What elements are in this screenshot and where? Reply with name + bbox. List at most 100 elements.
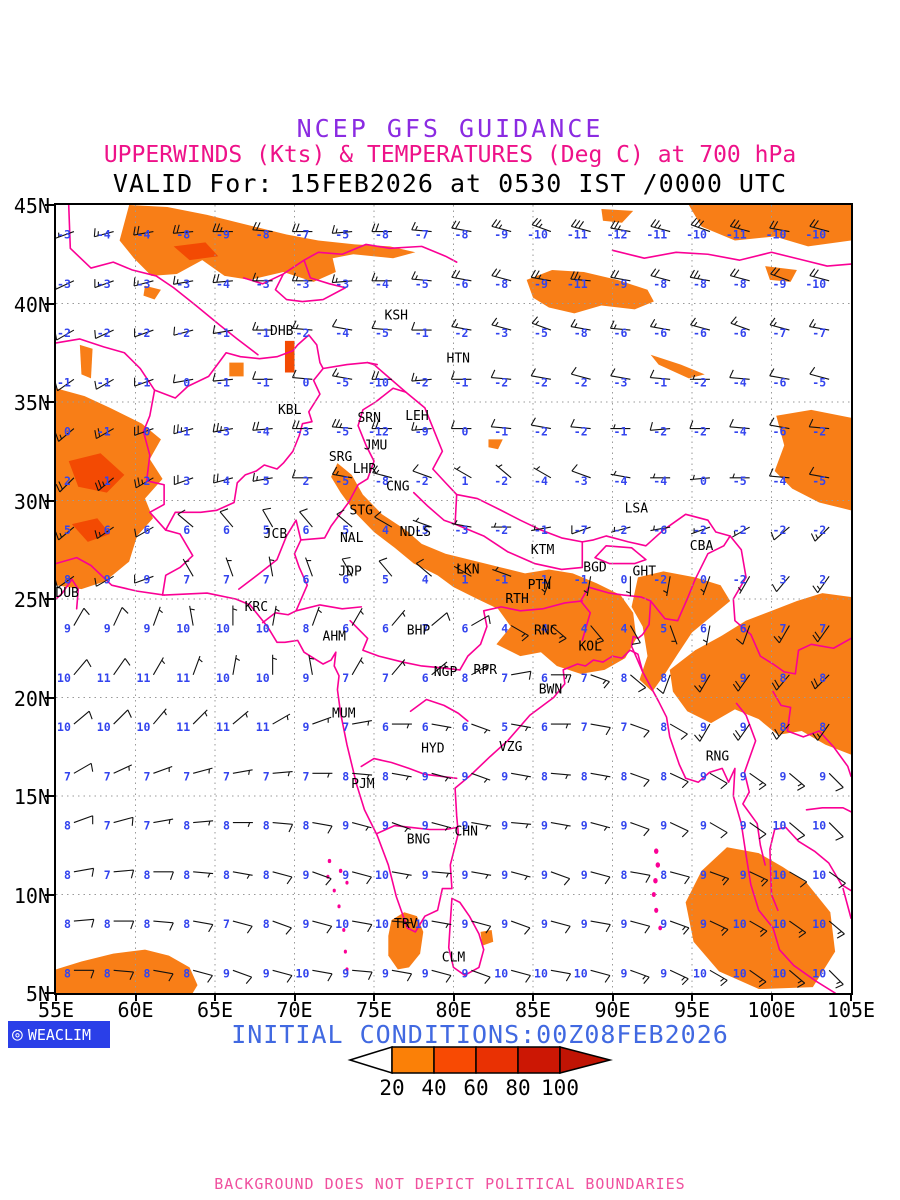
wind-barb xyxy=(808,318,830,331)
wind-barb xyxy=(94,477,115,492)
city-label-KRC: KRC xyxy=(245,600,268,615)
temperature-value: -2 xyxy=(415,474,429,488)
city-label-PTN: PTN xyxy=(528,578,551,593)
temperature-value: -4 xyxy=(137,228,151,242)
temperature-value: 9 xyxy=(342,819,349,833)
temperature-value: 10 xyxy=(296,966,310,980)
lat-tick-label: 40N xyxy=(13,292,50,317)
wind-shading-region xyxy=(774,409,851,511)
temperature-value: 4 xyxy=(223,474,230,488)
temperature-value: -2 xyxy=(693,523,707,537)
lon-tick-label: 90E xyxy=(594,998,631,1022)
lat-tick-label: 35N xyxy=(13,391,50,415)
temperature-value: -11 xyxy=(726,228,747,242)
andaman-islands xyxy=(651,848,663,931)
lon-tick-label: 65E xyxy=(196,998,234,1022)
wind-barb xyxy=(56,378,75,392)
wind-barb xyxy=(371,320,392,331)
wind-barb xyxy=(152,657,166,676)
temperature-value: -4 xyxy=(773,474,787,488)
temperature-value: 11 xyxy=(137,671,151,685)
city-label-NDLS: NDLS xyxy=(400,525,431,540)
wind-barb xyxy=(828,772,844,792)
lon-tick-label: 80E xyxy=(435,998,472,1022)
temperature-value: 7 xyxy=(104,868,111,882)
lon-tick-mark xyxy=(373,993,375,1001)
city-label-NAL: NAL xyxy=(340,531,364,546)
temperature-value: 8 xyxy=(263,917,270,931)
temperature-value: 9 xyxy=(461,868,468,882)
wind-barb xyxy=(272,822,294,833)
lat-tick-mark xyxy=(45,499,54,502)
wind-barb xyxy=(232,655,240,675)
temperature-value: 3 xyxy=(779,572,786,586)
wind-barb xyxy=(312,871,332,886)
temperature-value: 8 xyxy=(223,868,230,882)
wind-barb xyxy=(709,969,728,987)
temperature-value: 8 xyxy=(620,671,627,685)
wind-barb xyxy=(709,871,730,886)
wind-barb xyxy=(471,822,492,830)
city-label-GHT: GHT xyxy=(633,564,657,579)
temperature-value: 9 xyxy=(700,671,707,685)
wind-barb xyxy=(590,822,611,831)
temperature-value: -1 xyxy=(494,425,508,439)
temperature-value: -5 xyxy=(335,375,349,389)
wind-barb xyxy=(352,720,372,726)
wind-barb xyxy=(471,615,491,627)
wind-shading-region xyxy=(601,208,634,223)
temperature-value: 6 xyxy=(541,671,548,685)
temperature-value: -9 xyxy=(494,228,508,242)
temperature-value: 10 xyxy=(415,917,429,931)
colorbar-segment xyxy=(517,1046,561,1074)
wind-barb xyxy=(56,231,75,239)
temperature-value: 10 xyxy=(733,917,747,931)
wind-barb xyxy=(431,822,452,831)
temperature-value: 0 xyxy=(302,375,309,389)
wind-barb xyxy=(590,969,611,983)
temperature-value: -2 xyxy=(455,326,469,340)
temperature-value: -8 xyxy=(256,228,270,242)
wind-barb xyxy=(153,818,174,825)
temperature-value: 10 xyxy=(773,917,787,931)
city-label-MUM: MUM xyxy=(332,706,356,721)
temperature-value: 0 xyxy=(700,474,707,488)
temperature-value: -1 xyxy=(256,326,270,340)
temperature-value: -1 xyxy=(494,572,508,586)
wind-barb xyxy=(391,822,411,833)
temperature-value: 7 xyxy=(581,720,588,734)
temperature-value: -5 xyxy=(534,326,548,340)
lat-tick-mark xyxy=(45,204,54,206)
temperature-value: 9 xyxy=(581,819,588,833)
state-border-uttarakhand xyxy=(414,493,455,525)
wind-barb xyxy=(336,509,353,528)
lon-tick-mark xyxy=(452,993,455,1001)
wind-barb xyxy=(291,223,313,233)
wind-barb xyxy=(173,424,194,435)
wind-barb xyxy=(291,420,313,430)
wind-barb xyxy=(291,272,313,282)
temperature-value: 4 xyxy=(382,523,389,537)
temperature-value: -2 xyxy=(296,326,310,340)
lon-tick-mark xyxy=(134,993,137,1001)
temperature-value: 8 xyxy=(620,769,627,783)
wind-barb xyxy=(769,417,790,430)
city-label-KBL: KBL xyxy=(278,403,302,418)
wind-barb xyxy=(590,871,611,885)
wind-barb xyxy=(590,625,604,645)
city-label-DUB: DUB xyxy=(56,586,79,601)
temperature-value: 1 xyxy=(461,474,468,488)
wind-barb xyxy=(113,607,129,626)
temperature-value: -6 xyxy=(455,277,469,291)
colorbar-label: 40 xyxy=(421,1076,446,1100)
wind-barb xyxy=(812,723,830,741)
temperature-value: 4 xyxy=(501,622,508,636)
temperature-value: 7 xyxy=(223,769,230,783)
wind-barb xyxy=(232,769,253,775)
temperature-value: 0 xyxy=(620,572,627,586)
wind-barb xyxy=(113,658,131,676)
wind-barb xyxy=(94,378,114,390)
temperature-value: 10 xyxy=(256,671,270,685)
colorbar-label: 80 xyxy=(505,1076,530,1100)
temperature-value: 8 xyxy=(64,819,71,833)
